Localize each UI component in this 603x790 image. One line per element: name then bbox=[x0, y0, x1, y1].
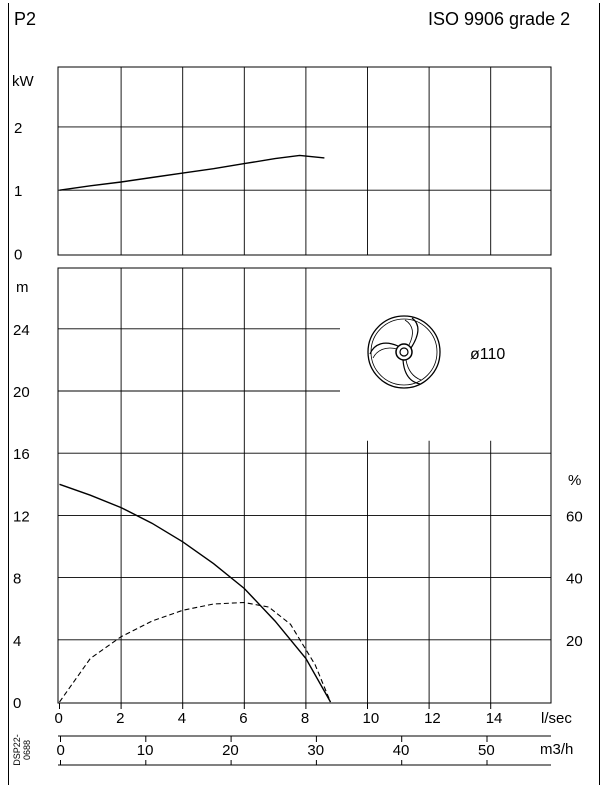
power-curve bbox=[59, 154, 325, 191]
power-plot-frame bbox=[57, 66, 552, 256]
lsec-tick-label: 14 bbox=[486, 710, 503, 727]
lsec-tick-label: 10 bbox=[363, 710, 380, 727]
lsec-axis-label: l/sec bbox=[541, 710, 572, 727]
head-plot-frame bbox=[57, 267, 552, 704]
m3h-tick-label: 50 bbox=[478, 742, 495, 759]
head-curve bbox=[59, 483, 332, 703]
power-axis-label: kW bbox=[12, 73, 35, 90]
m3h-tick-label: 20 bbox=[222, 742, 239, 759]
impeller-icon bbox=[367, 315, 441, 389]
impeller-diameter-label: ø110 bbox=[470, 346, 505, 363]
head-tick-label: 0 bbox=[13, 695, 21, 712]
efficiency-curve bbox=[59, 601, 332, 703]
head-panel: 0 4 8 12 16 20 24 m% 20 40 60 bbox=[13, 267, 583, 712]
power-panel: 0 1 2 kW bbox=[12, 66, 552, 264]
power-label: P2 bbox=[14, 9, 37, 29]
m3h-tick-label: 30 bbox=[307, 742, 324, 759]
head-tick-label: 8 bbox=[13, 571, 21, 588]
power-tick-label: 0 bbox=[14, 247, 22, 264]
lsec-tick-label: 2 bbox=[116, 710, 124, 727]
standard-label: ISO 9906 grade 2 bbox=[428, 9, 571, 29]
power-tick-label: 2 bbox=[14, 120, 22, 137]
x-axes: 0 2 4 6 8 10 12 14 l/sec 0 10 20 30 40 50 m3/h bbox=[55, 702, 573, 766]
efficiency-axis-label: % bbox=[568, 472, 581, 489]
lsec-tick-label: 8 bbox=[301, 710, 309, 727]
document-id: DSP22-0688 bbox=[12, 734, 32, 766]
power-tick-label: 1 bbox=[14, 183, 22, 200]
head-tick-label: 20 bbox=[13, 384, 30, 401]
m3h-tick-label: 10 bbox=[137, 742, 154, 759]
head-tick-label: 12 bbox=[13, 508, 30, 525]
efficiency-tick-label: 20 bbox=[566, 633, 583, 650]
m3h-tick-label: 0 bbox=[57, 742, 65, 759]
m3h-axis-label: m3/h bbox=[540, 741, 573, 758]
head-tick-label: 24 bbox=[13, 322, 30, 339]
efficiency-tick-label: 60 bbox=[566, 508, 583, 525]
page-border bbox=[8, 3, 600, 785]
head-tick-label: 16 bbox=[13, 446, 30, 463]
head-tick-label: 4 bbox=[13, 633, 21, 650]
lsec-tick-label: 4 bbox=[178, 710, 186, 727]
lsec-tick-label: 12 bbox=[424, 710, 441, 727]
lsec-tick-label: 6 bbox=[239, 710, 247, 727]
head-axis-label: m bbox=[16, 279, 29, 296]
lsec-tick-label: 0 bbox=[55, 710, 63, 727]
efficiency-tick-label: 40 bbox=[566, 571, 583, 588]
m3h-tick-label: 40 bbox=[393, 742, 410, 759]
